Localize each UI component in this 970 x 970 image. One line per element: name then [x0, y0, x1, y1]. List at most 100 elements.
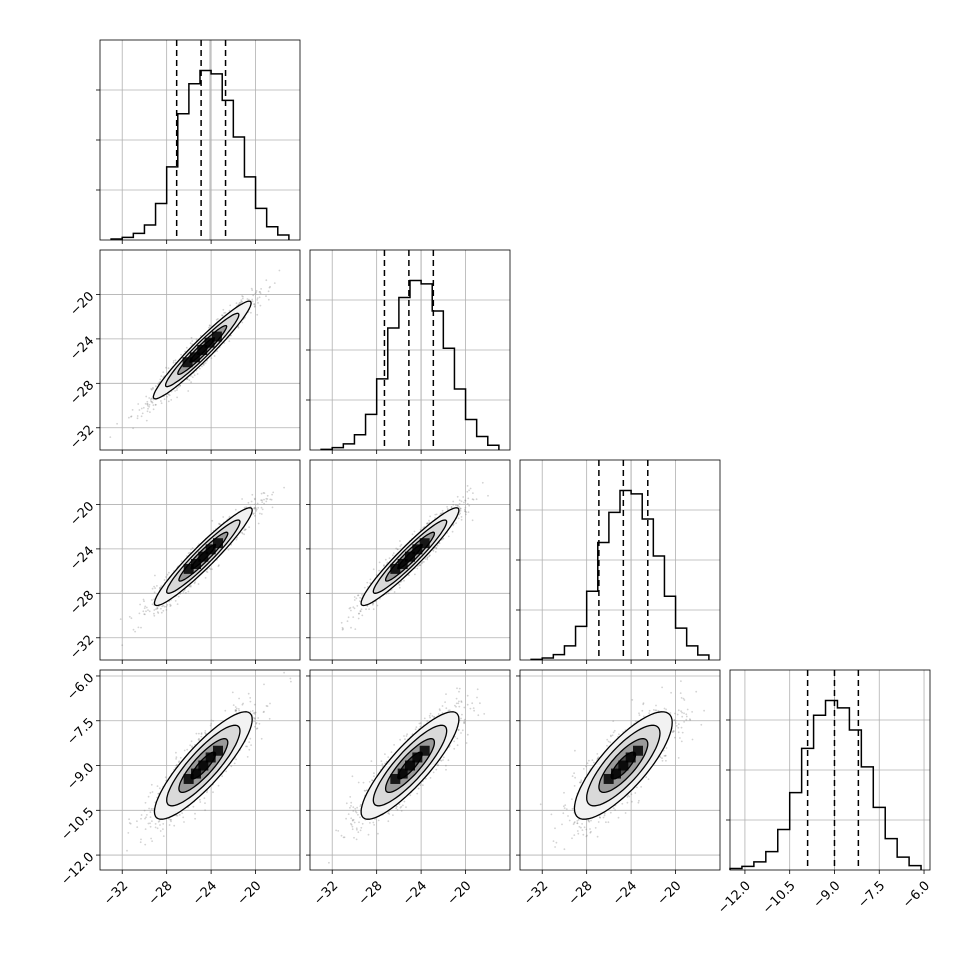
sample-point: [256, 313, 259, 316]
sample-point: [194, 812, 196, 815]
sample-point: [642, 702, 645, 705]
sample-point: [610, 735, 612, 738]
sample-point: [265, 279, 268, 282]
sample-point: [209, 325, 211, 327]
sample-point: [621, 802, 624, 805]
sample-point: [211, 568, 213, 571]
sample-point: [129, 822, 132, 825]
sample-point: [341, 626, 344, 629]
sample-point: [158, 820, 161, 822]
x-tick-label: −12.0: [715, 878, 754, 917]
sample-point: [143, 607, 146, 609]
sample-point: [228, 340, 231, 342]
sample-point: [342, 836, 345, 839]
sample-point: [352, 806, 355, 809]
density-cell: [204, 337, 215, 348]
sample-point: [168, 571, 170, 574]
sample-point: [437, 764, 439, 767]
sample-point: [253, 718, 256, 720]
sample-point: [440, 759, 443, 762]
sample-point: [467, 511, 470, 513]
sample-point: [250, 744, 253, 746]
sample-point: [593, 761, 595, 764]
sample-point: [576, 830, 579, 832]
sample-point: [578, 825, 581, 828]
sample-point: [350, 805, 352, 807]
sample-point: [476, 688, 479, 691]
sample-point: [654, 709, 657, 712]
contour-line: [178, 738, 229, 794]
sample-point: [355, 597, 358, 600]
sample-point: [689, 718, 691, 720]
sample-point: [363, 586, 366, 589]
sample-point: [170, 818, 173, 821]
sample-point: [460, 701, 463, 703]
sample-point: [169, 818, 172, 821]
pair-panel-3-0: [96, 669, 301, 874]
sample-point: [396, 548, 399, 550]
sample-point: [160, 402, 163, 405]
sample-point: [156, 611, 159, 613]
sample-point: [150, 397, 153, 400]
sample-point: [136, 415, 139, 417]
sample-point: [151, 397, 154, 400]
sample-point: [361, 594, 363, 596]
sample-point: [466, 485, 469, 487]
sample-point: [167, 367, 170, 369]
sample-point: [128, 822, 131, 824]
sample-point: [187, 552, 190, 555]
sample-point: [357, 612, 360, 615]
sample-point: [217, 318, 219, 320]
sample-point: [586, 834, 588, 837]
sample-point: [457, 729, 460, 732]
sample-point: [144, 613, 146, 616]
sample-point: [150, 400, 153, 403]
sample-point: [167, 393, 170, 396]
sample-point: [469, 487, 472, 490]
y-tick-label: −24: [67, 334, 97, 364]
sample-point: [196, 373, 199, 375]
panel-frame: [309, 249, 511, 451]
sample-point: [350, 823, 353, 826]
sample-point: [253, 703, 256, 706]
sample-point: [586, 762, 589, 765]
sample-point: [703, 709, 705, 712]
sample-point: [664, 754, 667, 757]
sample-point: [364, 790, 367, 792]
sample-point: [471, 519, 474, 522]
sample-point: [413, 530, 416, 533]
sample-point: [158, 787, 161, 790]
sample-point: [151, 587, 154, 590]
sample-point: [259, 512, 261, 515]
sample-point: [377, 819, 380, 822]
sample-point: [154, 823, 157, 825]
sample-point: [459, 507, 462, 510]
sample-point: [359, 805, 362, 807]
sample-point: [466, 733, 469, 736]
sample-point: [399, 806, 402, 809]
sample-point: [581, 829, 584, 831]
sample-point: [242, 295, 244, 298]
hist-panel-2: [516, 459, 721, 664]
sample-point: [582, 768, 585, 770]
panel-frame: [99, 39, 301, 241]
sample-point: [359, 600, 361, 603]
sample-point: [252, 513, 255, 515]
sample-point: [260, 513, 263, 515]
sample-point: [146, 814, 148, 816]
density-cell: [412, 752, 423, 763]
sample-point: [128, 818, 131, 821]
sample-point: [460, 700, 463, 703]
sample-point: [405, 735, 408, 737]
sample-point: [249, 697, 252, 699]
sample-point: [180, 353, 183, 356]
sample-point: [356, 605, 359, 607]
sample-point: [128, 615, 131, 618]
histogram-step: [320, 279, 500, 451]
sample-point: [236, 536, 239, 539]
sample-point: [636, 786, 638, 789]
contour-line: [190, 751, 217, 780]
sample-point: [423, 561, 425, 563]
sample-point: [403, 800, 406, 803]
sample-point: [383, 565, 385, 567]
